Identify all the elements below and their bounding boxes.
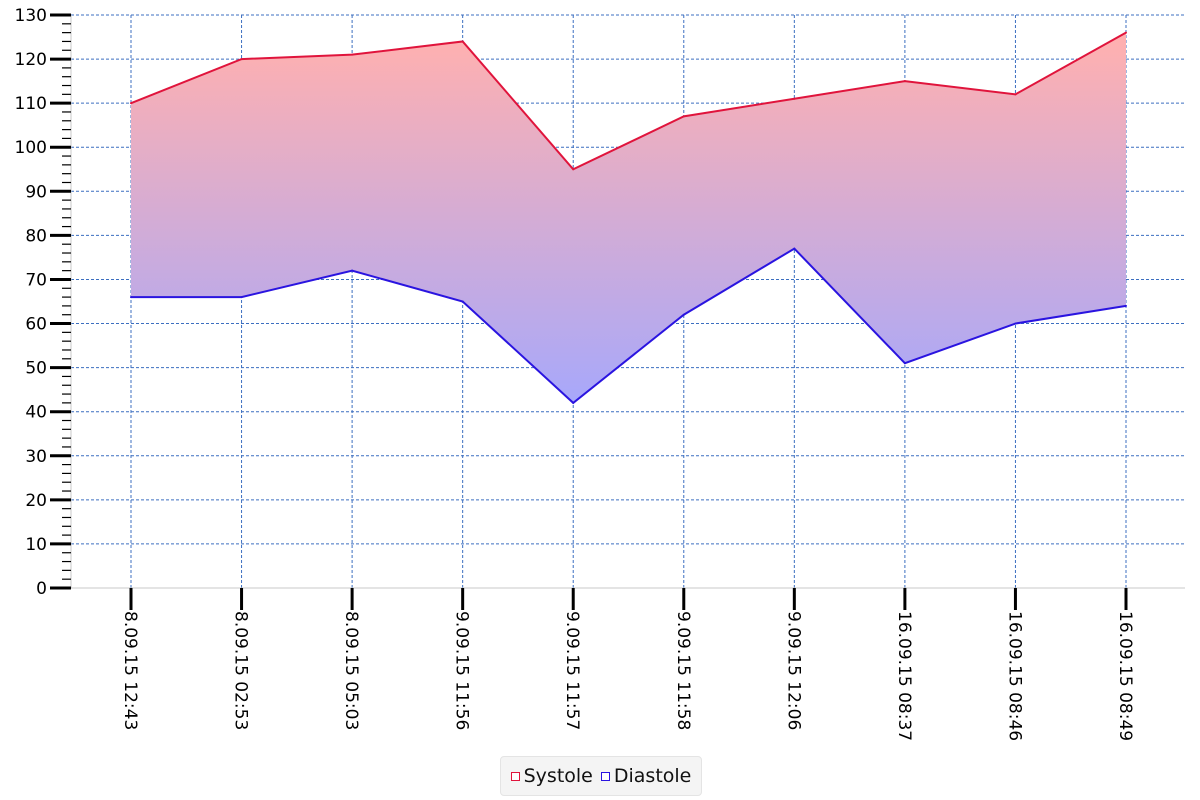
diastole-point — [682, 313, 685, 316]
x-tick-label: 16.09.15 08:37 — [894, 611, 914, 741]
y-tick-label: 20 — [25, 491, 47, 511]
diastole-point — [903, 362, 906, 365]
y-tick-label: 0 — [36, 579, 47, 599]
systole-point — [1125, 31, 1127, 34]
y-tick-label: 80 — [25, 226, 47, 246]
y-tick-label: 40 — [25, 403, 47, 423]
y-tick-label: 90 — [25, 182, 47, 202]
y-tick-label: 130 — [15, 6, 47, 26]
x-tick-label: 8.09.15 12:43 — [120, 611, 140, 730]
diastole-point — [130, 296, 132, 299]
systole-point — [351, 53, 354, 56]
y-tick-label: 100 — [15, 138, 47, 158]
diastole-point — [572, 401, 575, 404]
systole-point — [572, 168, 575, 171]
systole-point — [461, 40, 464, 43]
diastole-swatch-icon — [600, 771, 610, 781]
x-tick-label: 9.09.15 11:56 — [452, 611, 472, 730]
systole-line — [130, 31, 1127, 171]
y-tick-label: 50 — [25, 359, 47, 379]
x-tick-label: 16.09.15 08:46 — [1004, 611, 1024, 741]
legend-item-systole[interactable]: Systole — [510, 765, 593, 787]
legend-item-diastole[interactable]: Diastole — [600, 765, 692, 787]
diastole-point — [1125, 304, 1127, 307]
x-tick-label: 9.09.15 11:57 — [562, 611, 582, 730]
legend: Systole Diastole — [500, 756, 702, 796]
y-tick-label: 30 — [25, 447, 47, 467]
diastole-point — [793, 247, 796, 250]
x-tick-label: 8.09.15 05:03 — [341, 611, 361, 730]
systole-point — [682, 115, 685, 118]
systole-point — [240, 58, 243, 61]
x-tick-label: 16.09.15 08:49 — [1115, 611, 1135, 741]
diastole-point — [351, 269, 354, 272]
legend-label-diastole: Diastole — [613, 765, 692, 787]
systole-point — [1014, 93, 1017, 96]
diastole-point — [461, 300, 464, 303]
y-tick-label: 120 — [15, 50, 47, 70]
systole-point — [793, 97, 796, 100]
diastole-point — [1014, 322, 1017, 325]
diastole-point — [240, 296, 243, 299]
systole-swatch-icon — [510, 771, 520, 781]
systole-point — [903, 80, 906, 83]
pressure-range-area — [131, 32, 1126, 403]
systole-point — [130, 102, 132, 105]
x-tick-label: 8.09.15 02:53 — [231, 611, 251, 730]
x-tick-label: 9.09.15 11:58 — [673, 611, 693, 730]
y-tick-label: 70 — [25, 270, 47, 290]
y-tick-label: 110 — [15, 94, 47, 114]
y-tick-label: 60 — [25, 315, 47, 335]
legend-label-systole: Systole — [523, 765, 593, 787]
x-tick-label: 9.09.15 12:06 — [783, 611, 803, 730]
y-tick-label: 10 — [25, 535, 47, 555]
diastole-line — [131, 247, 1127, 405]
